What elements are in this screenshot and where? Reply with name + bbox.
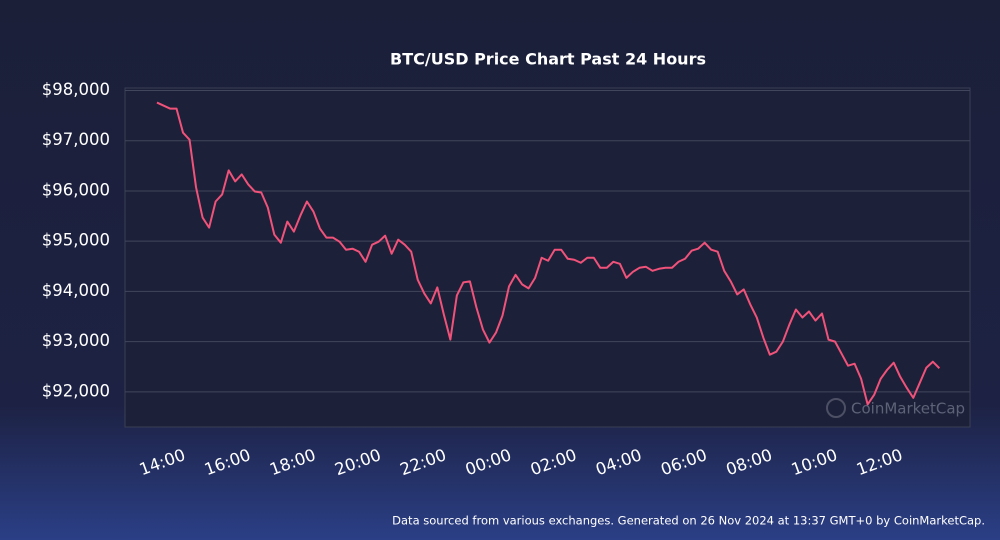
y-tick-label: $95,000: [42, 231, 110, 250]
footer: Data sourced from various exchanges. Gen…: [392, 514, 985, 528]
y-tick-label: $92,000: [42, 381, 110, 400]
y-tick-label: $94,000: [42, 281, 110, 300]
watermark-logo: [826, 398, 846, 418]
watermark: CoinMarketCap: [851, 400, 965, 418]
chart-title: BTC/USD Price Chart Past 24 Hours: [390, 50, 706, 69]
y-tick-label: $97,000: [42, 130, 110, 149]
plot-area: [124, 87, 971, 428]
y-tick-label: $93,000: [42, 331, 110, 350]
y-tick-label: $96,000: [42, 180, 110, 199]
y-tick-label: $98,000: [42, 80, 110, 99]
price-line: [156, 101, 941, 406]
